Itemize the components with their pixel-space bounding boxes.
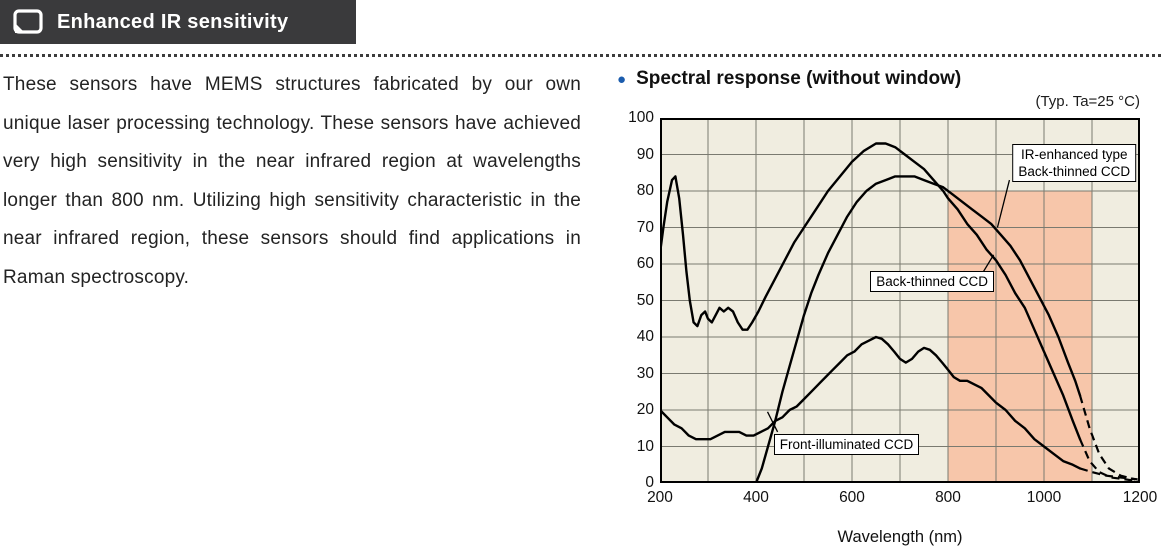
annotation-back-thinned-ccd: Back-thinned CCD	[870, 271, 995, 293]
y-tick-label: 70	[636, 218, 654, 236]
annotation-ir-enhanced-ccd: IR-enhanced type Back-thinned CCD	[1012, 143, 1137, 182]
bullet-icon: ●	[617, 70, 627, 88]
annotation-front-illuminated-ccd: Front-illuminated CCD	[773, 433, 920, 455]
y-tick-label: 60	[636, 255, 654, 272]
annotation-line: Back-thinned CCD	[1018, 163, 1131, 179]
condition-note: (Typ. Ta=25 °C)	[1035, 93, 1140, 110]
annotation-line: Back-thinned CCD	[876, 274, 989, 290]
x-tick-label: 800	[935, 489, 961, 506]
y-tick-label: 40	[636, 328, 654, 345]
chart-title: Spectral response (without window)	[636, 68, 962, 89]
y-tick-label: 100	[628, 109, 654, 126]
annotation-line: IR-enhanced type	[1020, 146, 1128, 162]
y-tick-label: 90	[636, 145, 654, 163]
y-tick-label: 10	[636, 437, 654, 455]
y-tick-label: 30	[636, 364, 654, 382]
intro-paragraph: These sensors have MEMS structures fabri…	[3, 74, 581, 288]
chart-canvas	[660, 118, 1140, 483]
chart-section-heading: ● Spectral response (without window)	[617, 68, 961, 90]
section-header-bar: Enhanced IR sensitivity	[0, 0, 356, 44]
y-tick-label: 80	[636, 182, 654, 199]
spectral-response-chart: IR-enhanced type Back-thinned CCD Back-t…	[660, 118, 1140, 483]
y-tick-label: 20	[636, 401, 654, 418]
y-axis-tick-labels: 0 10 20 30 40 50 60 70 80 90 100	[612, 109, 654, 491]
x-tick-label: 200	[647, 489, 673, 506]
x-tick-label: 1200	[1122, 489, 1158, 506]
annotation-line: Front-illuminated CCD	[779, 436, 914, 452]
x-tick-label: 600	[839, 489, 865, 506]
y-tick-label: 50	[636, 291, 654, 309]
x-axis-tick-labels: 200 400 600 800 1000 1200	[647, 489, 1157, 509]
document-icon	[12, 8, 44, 36]
page-title: Enhanced IR sensitivity	[57, 10, 289, 33]
y-tick-label: 0	[645, 474, 654, 491]
x-tick-label: 400	[743, 489, 769, 506]
dotted-divider	[0, 54, 1161, 57]
x-tick-label: 1000	[1026, 489, 1062, 506]
x-axis-title: Wavelength (nm)	[837, 528, 963, 546]
